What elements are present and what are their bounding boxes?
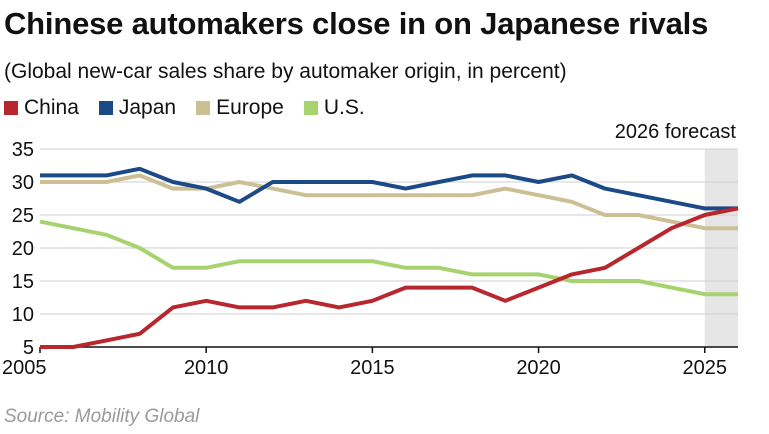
y-tick-label-15: 15 (12, 271, 34, 293)
x-tick-label-2015: 2015 (350, 357, 395, 379)
legend-label-china: China (24, 96, 79, 119)
y-tick-label-10: 10 (12, 304, 34, 326)
y-tick-label-5: 5 (23, 337, 34, 359)
chart-title: Chinese automakers close in on Japanese … (4, 6, 709, 41)
y-tick-label-30: 30 (12, 172, 34, 194)
legend-swatch-china (4, 101, 18, 115)
y-tick-label-20: 20 (12, 238, 34, 260)
legend-label-japan: Japan (118, 96, 177, 119)
legend: China Japan Europe U.S. (4, 96, 385, 120)
legend-label-europe: Europe (216, 96, 284, 119)
x-tick-label-2010: 2010 (184, 357, 229, 379)
source-note: Source: Mobility Global (4, 406, 200, 427)
y-tick-label-35: 35 (12, 139, 34, 161)
x-tick-label-2005: 2005 (2, 357, 47, 379)
legend-swatch-japan (98, 101, 113, 115)
x-tick-label-2020: 2020 (516, 357, 561, 379)
series-line-europe (40, 173, 738, 231)
legend-item-us: U.S. (303, 96, 365, 120)
series-line-japan (40, 166, 738, 211)
series-line-china (40, 206, 739, 349)
legend-item-europe: Europe (196, 96, 284, 120)
forecast-label: 2026 forecast (615, 121, 737, 143)
chart-subtitle: (Global new-car sales share by automaker… (4, 60, 567, 83)
legend-item-china: China (4, 96, 79, 120)
legend-label-us: U.S. (323, 96, 365, 119)
legend-swatch-us (303, 101, 318, 115)
x-tick-label-2025: 2025 (683, 357, 728, 379)
y-tick-label-25: 25 (12, 205, 34, 227)
legend-swatch-europe (196, 101, 211, 115)
legend-item-japan: Japan (98, 96, 177, 120)
series-line-us (39, 219, 738, 297)
